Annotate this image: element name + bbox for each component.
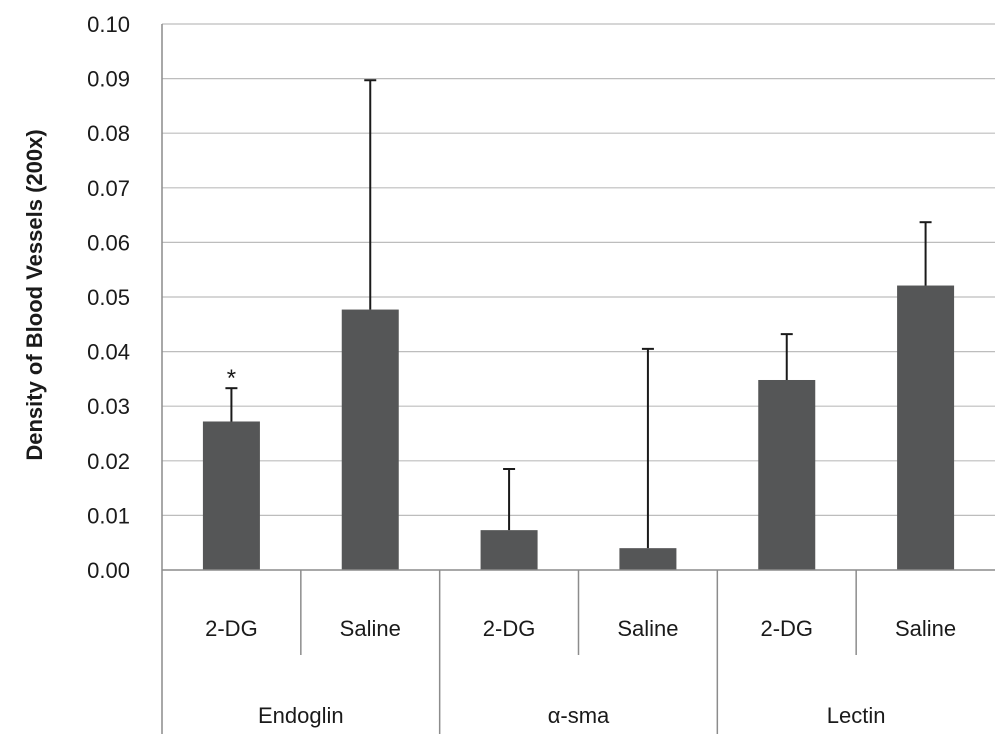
y-tick-label: 0.00 [87,558,130,583]
bar [202,421,260,570]
x-category-label: Saline [895,616,956,641]
significance-marker: * [227,365,236,392]
x-group-label: Endoglin [258,703,344,728]
y-tick-label: 0.01 [87,503,130,528]
bar [619,548,677,570]
y-tick-label: 0.04 [87,340,130,365]
x-category-label: 2-DG [483,616,536,641]
x-category-label: 2-DG [760,616,813,641]
y-tick-label: 0.03 [87,394,130,419]
y-tick-label: 0.02 [87,449,130,474]
x-category-label: Saline [340,616,401,641]
bars: * [202,79,955,570]
bar [758,379,816,570]
y-tick-labels: 0.00 0.01 0.02 0.03 0.04 0.05 0.06 0.07 0.08 0.09… [87,12,130,583]
y-tick-label: 0.08 [87,121,130,146]
x-category-label: 2-DG [205,616,258,641]
y-tick-label: 0.10 [87,12,130,37]
bar [897,285,955,570]
gridlines [162,23,995,517]
bar [480,530,538,570]
x-category-label: Saline [617,616,678,641]
x-group-label: α-sma [548,703,610,728]
y-tick-label: 0.07 [87,176,130,201]
y-tick-label: 0.05 [87,285,130,310]
y-axis-title: Density of Blood Vessels (200x) [22,129,47,460]
y-tick-label: 0.06 [87,230,130,255]
bar [341,309,399,570]
x-group-label: Lectin [827,703,886,728]
y-tick-label: 0.09 [87,67,130,92]
axes [161,24,995,734]
x-category-labels: 2-DG Saline 2-DG Saline 2-DG Saline Endoglin α-… [205,616,956,728]
